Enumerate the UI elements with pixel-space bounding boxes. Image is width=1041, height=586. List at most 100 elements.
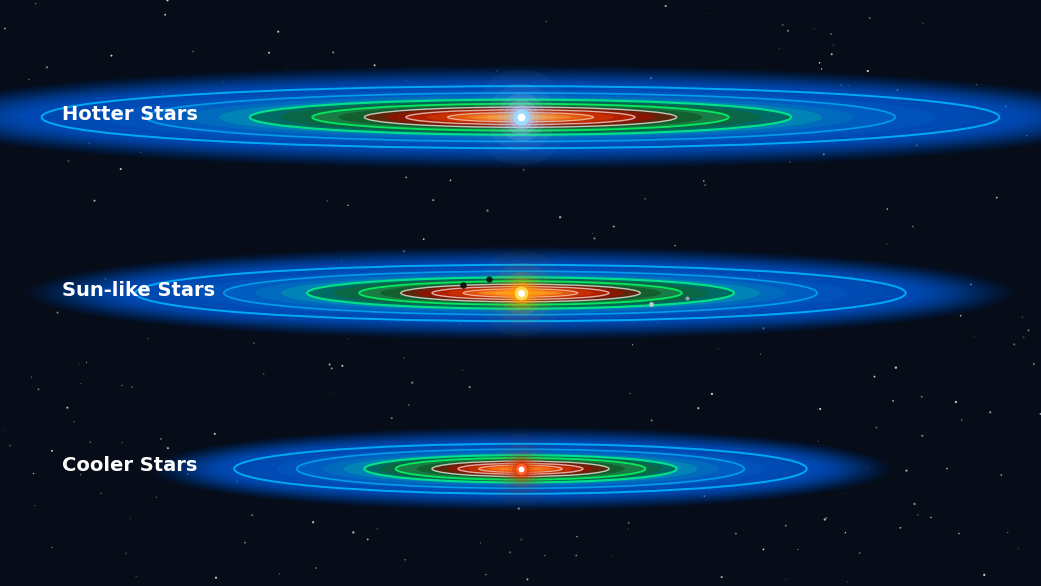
Point — [244, 510, 260, 520]
Ellipse shape — [200, 438, 841, 499]
Point — [529, 299, 545, 309]
Ellipse shape — [99, 260, 942, 326]
Point — [1018, 131, 1035, 141]
Ellipse shape — [487, 115, 554, 120]
Point — [14, 112, 30, 121]
Point — [963, 280, 980, 289]
Ellipse shape — [510, 468, 531, 470]
Point — [78, 357, 95, 367]
Ellipse shape — [484, 290, 557, 296]
Point — [420, 115, 436, 125]
Ellipse shape — [448, 113, 593, 122]
Ellipse shape — [208, 440, 833, 498]
Point — [684, 312, 701, 322]
Point — [502, 548, 518, 557]
Point — [989, 193, 1006, 202]
Ellipse shape — [0, 67, 1041, 167]
Point — [695, 176, 712, 186]
Point — [82, 103, 99, 112]
Ellipse shape — [494, 466, 547, 471]
Ellipse shape — [479, 465, 562, 472]
Point — [512, 288, 529, 298]
Point — [398, 144, 414, 153]
Point — [325, 47, 341, 57]
Point — [481, 274, 498, 284]
Ellipse shape — [219, 98, 822, 137]
Point — [657, 1, 674, 11]
Ellipse shape — [156, 266, 885, 320]
Point — [879, 239, 895, 248]
Point — [982, 408, 998, 417]
Point — [999, 528, 1016, 537]
Point — [704, 389, 720, 398]
Ellipse shape — [197, 437, 844, 500]
Point — [207, 573, 224, 582]
Point — [789, 545, 806, 554]
Point — [122, 513, 138, 523]
Point — [476, 271, 492, 280]
Point — [621, 389, 638, 398]
Ellipse shape — [427, 111, 614, 123]
Point — [922, 513, 939, 522]
Ellipse shape — [432, 287, 609, 299]
Ellipse shape — [181, 434, 860, 503]
Point — [584, 134, 601, 144]
Ellipse shape — [0, 72, 1041, 162]
Point — [666, 241, 683, 250]
Point — [538, 17, 555, 26]
Ellipse shape — [20, 84, 1021, 150]
Point — [728, 288, 744, 298]
Point — [271, 569, 287, 578]
Point — [790, 104, 807, 114]
Text: Hotter Stars: Hotter Stars — [62, 105, 199, 124]
Point — [696, 180, 713, 190]
Ellipse shape — [104, 90, 937, 144]
Point — [485, 314, 502, 323]
Point — [812, 404, 829, 414]
Point — [536, 551, 553, 560]
Ellipse shape — [480, 114, 561, 120]
Point — [806, 24, 822, 33]
Point — [907, 499, 923, 509]
Point — [885, 396, 902, 406]
Ellipse shape — [484, 115, 557, 120]
Point — [836, 100, 853, 109]
Ellipse shape — [276, 448, 765, 490]
Point — [686, 90, 703, 99]
Point — [308, 563, 325, 573]
Point — [512, 464, 529, 473]
Ellipse shape — [380, 282, 661, 304]
Point — [782, 266, 798, 275]
Ellipse shape — [458, 464, 583, 474]
Point — [584, 229, 601, 239]
Ellipse shape — [448, 113, 593, 122]
Point — [389, 282, 406, 292]
Point — [837, 528, 854, 537]
Point — [753, 350, 769, 359]
Ellipse shape — [432, 461, 609, 476]
Point — [397, 555, 413, 564]
Point — [815, 149, 832, 159]
Point — [755, 545, 771, 554]
Ellipse shape — [396, 458, 645, 480]
Ellipse shape — [338, 105, 703, 129]
Point — [879, 205, 895, 214]
Point — [334, 361, 351, 370]
Point — [157, 10, 174, 19]
Point — [49, 308, 66, 318]
Point — [512, 288, 529, 298]
Ellipse shape — [489, 291, 552, 295]
Point — [25, 469, 42, 478]
Point — [455, 280, 472, 289]
Point — [97, 274, 113, 284]
Point — [515, 165, 532, 175]
Point — [843, 272, 860, 281]
Point — [44, 543, 60, 552]
Ellipse shape — [472, 114, 569, 120]
Ellipse shape — [489, 466, 552, 472]
Point — [425, 195, 441, 205]
Point — [604, 551, 620, 560]
Ellipse shape — [250, 100, 791, 135]
Ellipse shape — [224, 443, 817, 495]
Point — [333, 257, 350, 266]
